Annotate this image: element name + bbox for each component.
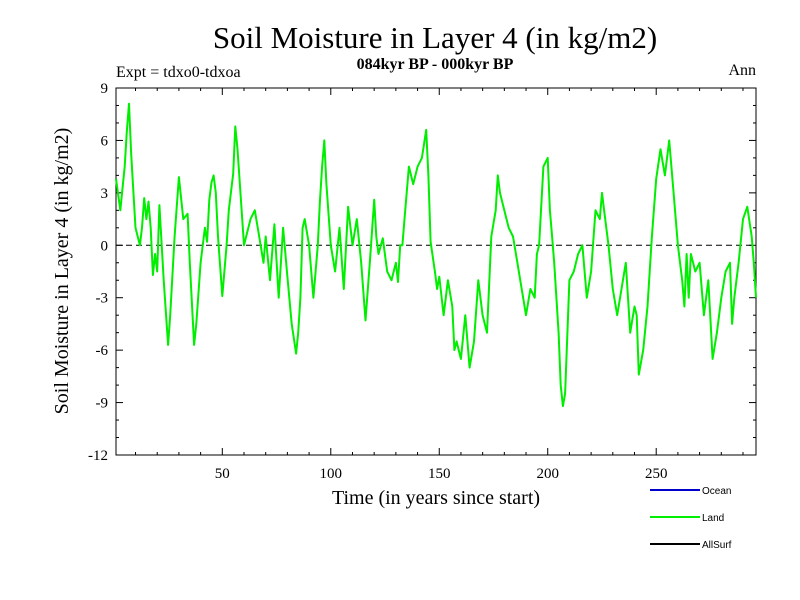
expt-label: Expt = tdxo0-tdxoa [116, 64, 241, 81]
y-tick-label: -3 [96, 291, 109, 307]
legend-label-allsurf: AllSurf [702, 540, 732, 551]
x-tick-label: 50 [215, 466, 230, 482]
y-tick-label: 6 [101, 133, 109, 149]
y-tick-label: -12 [88, 448, 108, 464]
y-tick-label: -6 [96, 343, 109, 359]
chart-subtitle: 084kyr BP - 000kyr BP [357, 56, 514, 73]
series-line-land [115, 102, 757, 408]
x-tick-label: 200 [536, 466, 559, 482]
y-tick-label: -9 [96, 396, 109, 412]
y-axis-label: Soil Moisture in Layer 4 (in kg/m2) [51, 128, 73, 415]
y-tick-label: 3 [101, 186, 109, 202]
legend-label-ocean: Ocean [702, 486, 731, 497]
series-group [115, 102, 757, 408]
plot-frame [115, 87, 757, 456]
y-axis-ticks: 9 6 3 0 -3 -6 -9 -12 [88, 81, 756, 464]
legend: Ocean Land AllSurf [650, 486, 732, 551]
y-tick-label: 0 [101, 238, 109, 254]
y-tick-label: 9 [101, 81, 109, 97]
chart-title: Soil Moisture in Layer 4 (in kg/m2) [213, 20, 657, 55]
x-axis-label: Time (in years since start) [332, 487, 540, 509]
season-label: Ann [728, 62, 756, 79]
legend-label-land: Land [702, 513, 724, 524]
x-tick-label: 150 [428, 466, 451, 482]
x-tick-label: 250 [645, 466, 668, 482]
x-axis-ticks: 50 100 150 200 250 [135, 88, 744, 482]
x-tick-label: 100 [320, 466, 343, 482]
